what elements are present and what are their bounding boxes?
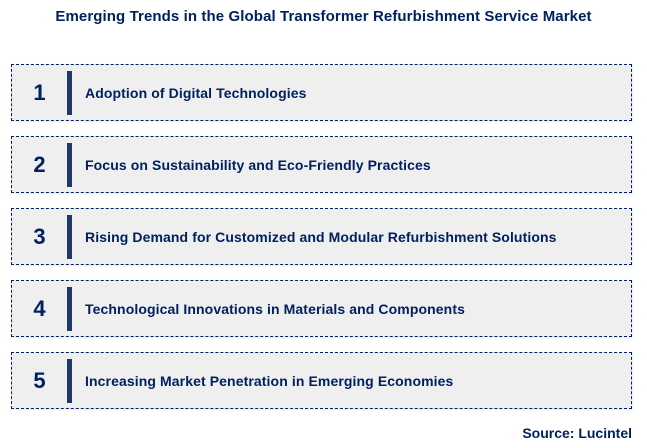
divider-bar	[67, 70, 72, 115]
trend-number: 5	[33, 367, 46, 393]
trend-label: Adoption of Digital Technologies	[85, 84, 307, 101]
divider-bar	[67, 142, 72, 187]
page-title: Emerging Trends in the Global Transforme…	[55, 8, 592, 25]
trend-number: 3	[33, 223, 46, 249]
divider-bar	[67, 214, 72, 259]
trend-item: 1 Adoption of Digital Technologies	[11, 64, 632, 121]
trend-item: 5 Increasing Market Penetration in Emerg…	[11, 352, 632, 409]
divider-bar	[67, 358, 72, 403]
trend-list: 1 Adoption of Digital Technologies 2 Foc…	[11, 64, 632, 424]
trend-label: Technological Innovations in Materials a…	[85, 300, 465, 317]
source-label: Source: Lucintel	[522, 425, 632, 441]
trend-label: Rising Demand for Customized and Modular…	[85, 228, 557, 245]
divider-bar	[67, 286, 72, 331]
trend-label: Increasing Market Penetration in Emergin…	[85, 372, 454, 389]
trend-number: 4	[33, 295, 46, 321]
trend-item: 4 Technological Innovations in Materials…	[11, 280, 632, 337]
trend-item: 2 Focus on Sustainability and Eco-Friend…	[11, 136, 632, 193]
trend-number: 1	[33, 79, 46, 105]
trend-label: Focus on Sustainability and Eco-Friendly…	[85, 156, 431, 173]
trend-number: 2	[33, 151, 46, 177]
trend-item: 3 Rising Demand for Customized and Modul…	[11, 208, 632, 265]
